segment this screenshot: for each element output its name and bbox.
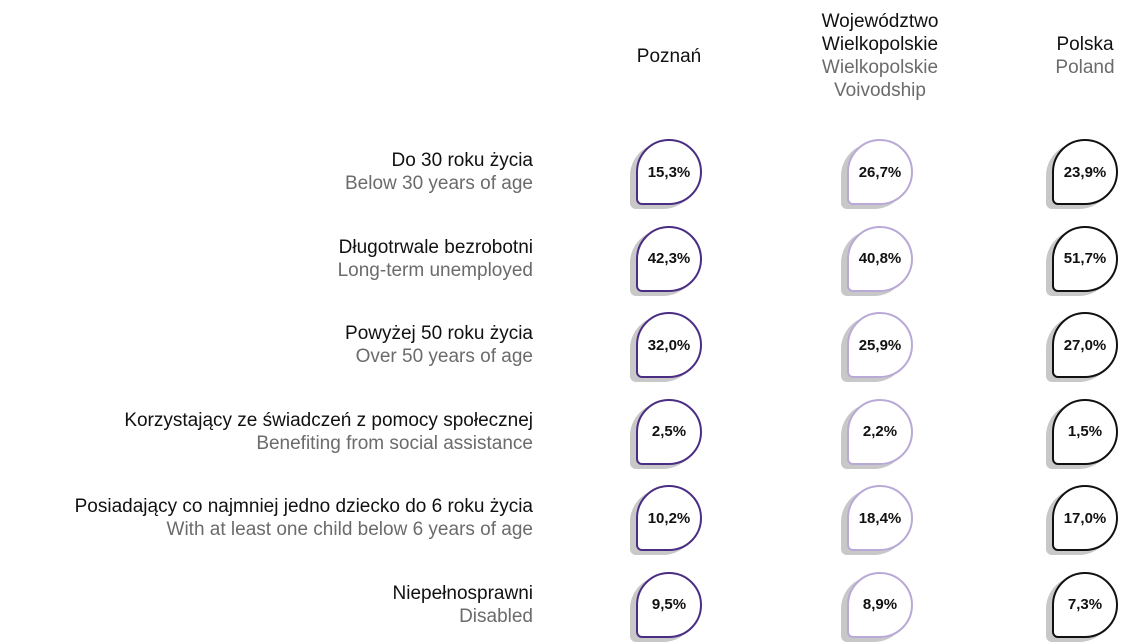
value-bubble: 15,3% bbox=[636, 139, 702, 205]
column-header: Województwo Wielkopolskie Wielkopolskie V… bbox=[795, 6, 965, 106]
column-label-en: Wielkopolskie Voivodship bbox=[821, 57, 939, 101]
value-bubble: 23,9% bbox=[1052, 139, 1118, 205]
row-label-pl: Niepełnosprawni bbox=[392, 582, 533, 604]
value-bubble: 18,4% bbox=[847, 485, 913, 551]
row-label: Korzystający ze świadczeń z pomocy społe… bbox=[124, 409, 533, 455]
value-bubble: 40,8% bbox=[847, 225, 913, 292]
value-bubble: 9,5% bbox=[636, 571, 702, 638]
row-label: Posiadający co najmniej jedno dziecko do… bbox=[75, 495, 533, 541]
value-bubble: 1,5% bbox=[1052, 398, 1118, 465]
column-label: Województwo Wielkopolskie bbox=[821, 11, 939, 55]
value-bubble: 42,3% bbox=[636, 225, 702, 292]
row-label-en: Disabled bbox=[459, 605, 533, 627]
value-bubble: 2,2% bbox=[847, 398, 913, 465]
value-bubble: 8,9% bbox=[847, 571, 913, 638]
row-label-en: Benefiting from social assistance bbox=[256, 432, 533, 454]
value-bubble: 10,2% bbox=[636, 485, 702, 551]
column-header: Polska Poland bbox=[1000, 6, 1121, 106]
value-bubble: 7,3% bbox=[1052, 571, 1118, 638]
value-bubble: 27,0% bbox=[1052, 312, 1118, 378]
value-bubble: 25,9% bbox=[847, 312, 913, 378]
row-label-en: With at least one child below 6 years of… bbox=[166, 519, 533, 540]
column-label: Polska bbox=[1056, 34, 1114, 55]
row-label: Długotrwale bezrobotni Long-term unemploy… bbox=[338, 236, 533, 282]
row-label-pl: Posiadający co najmniej jedno dziecko do… bbox=[74, 496, 533, 517]
row-label-pl: Do 30 roku życia bbox=[391, 150, 533, 171]
row-label-en: Below 30 years of age bbox=[344, 173, 533, 194]
row-label: Niepełnosprawni Disabled bbox=[393, 582, 533, 628]
row-label-pl: Długotrwale bezrobotni bbox=[338, 236, 533, 258]
value-bubble: 26,7% bbox=[847, 139, 913, 205]
row-label: Do 30 roku życia Below 30 years of age bbox=[345, 149, 533, 195]
row-label-en: Long-term unemployed bbox=[337, 259, 533, 281]
value-bubble: 32,0% bbox=[636, 312, 702, 378]
value-bubble: 2,5% bbox=[636, 398, 702, 465]
column-header: Poznań bbox=[584, 6, 754, 106]
row-label-en: Over 50 years of age bbox=[355, 346, 533, 367]
row-label: Powyżej 50 roku życia Over 50 years of ag… bbox=[345, 322, 533, 368]
value-bubble: 51,7% bbox=[1052, 225, 1118, 292]
row-label-pl: Powyżej 50 roku życia bbox=[345, 323, 533, 344]
value-bubble: 17,0% bbox=[1052, 485, 1118, 551]
column-label-en: Poland bbox=[1055, 57, 1115, 78]
row-label-pl: Korzystający ze świadczeń z pomocy społe… bbox=[124, 409, 533, 431]
column-label: Poznań bbox=[636, 45, 702, 67]
